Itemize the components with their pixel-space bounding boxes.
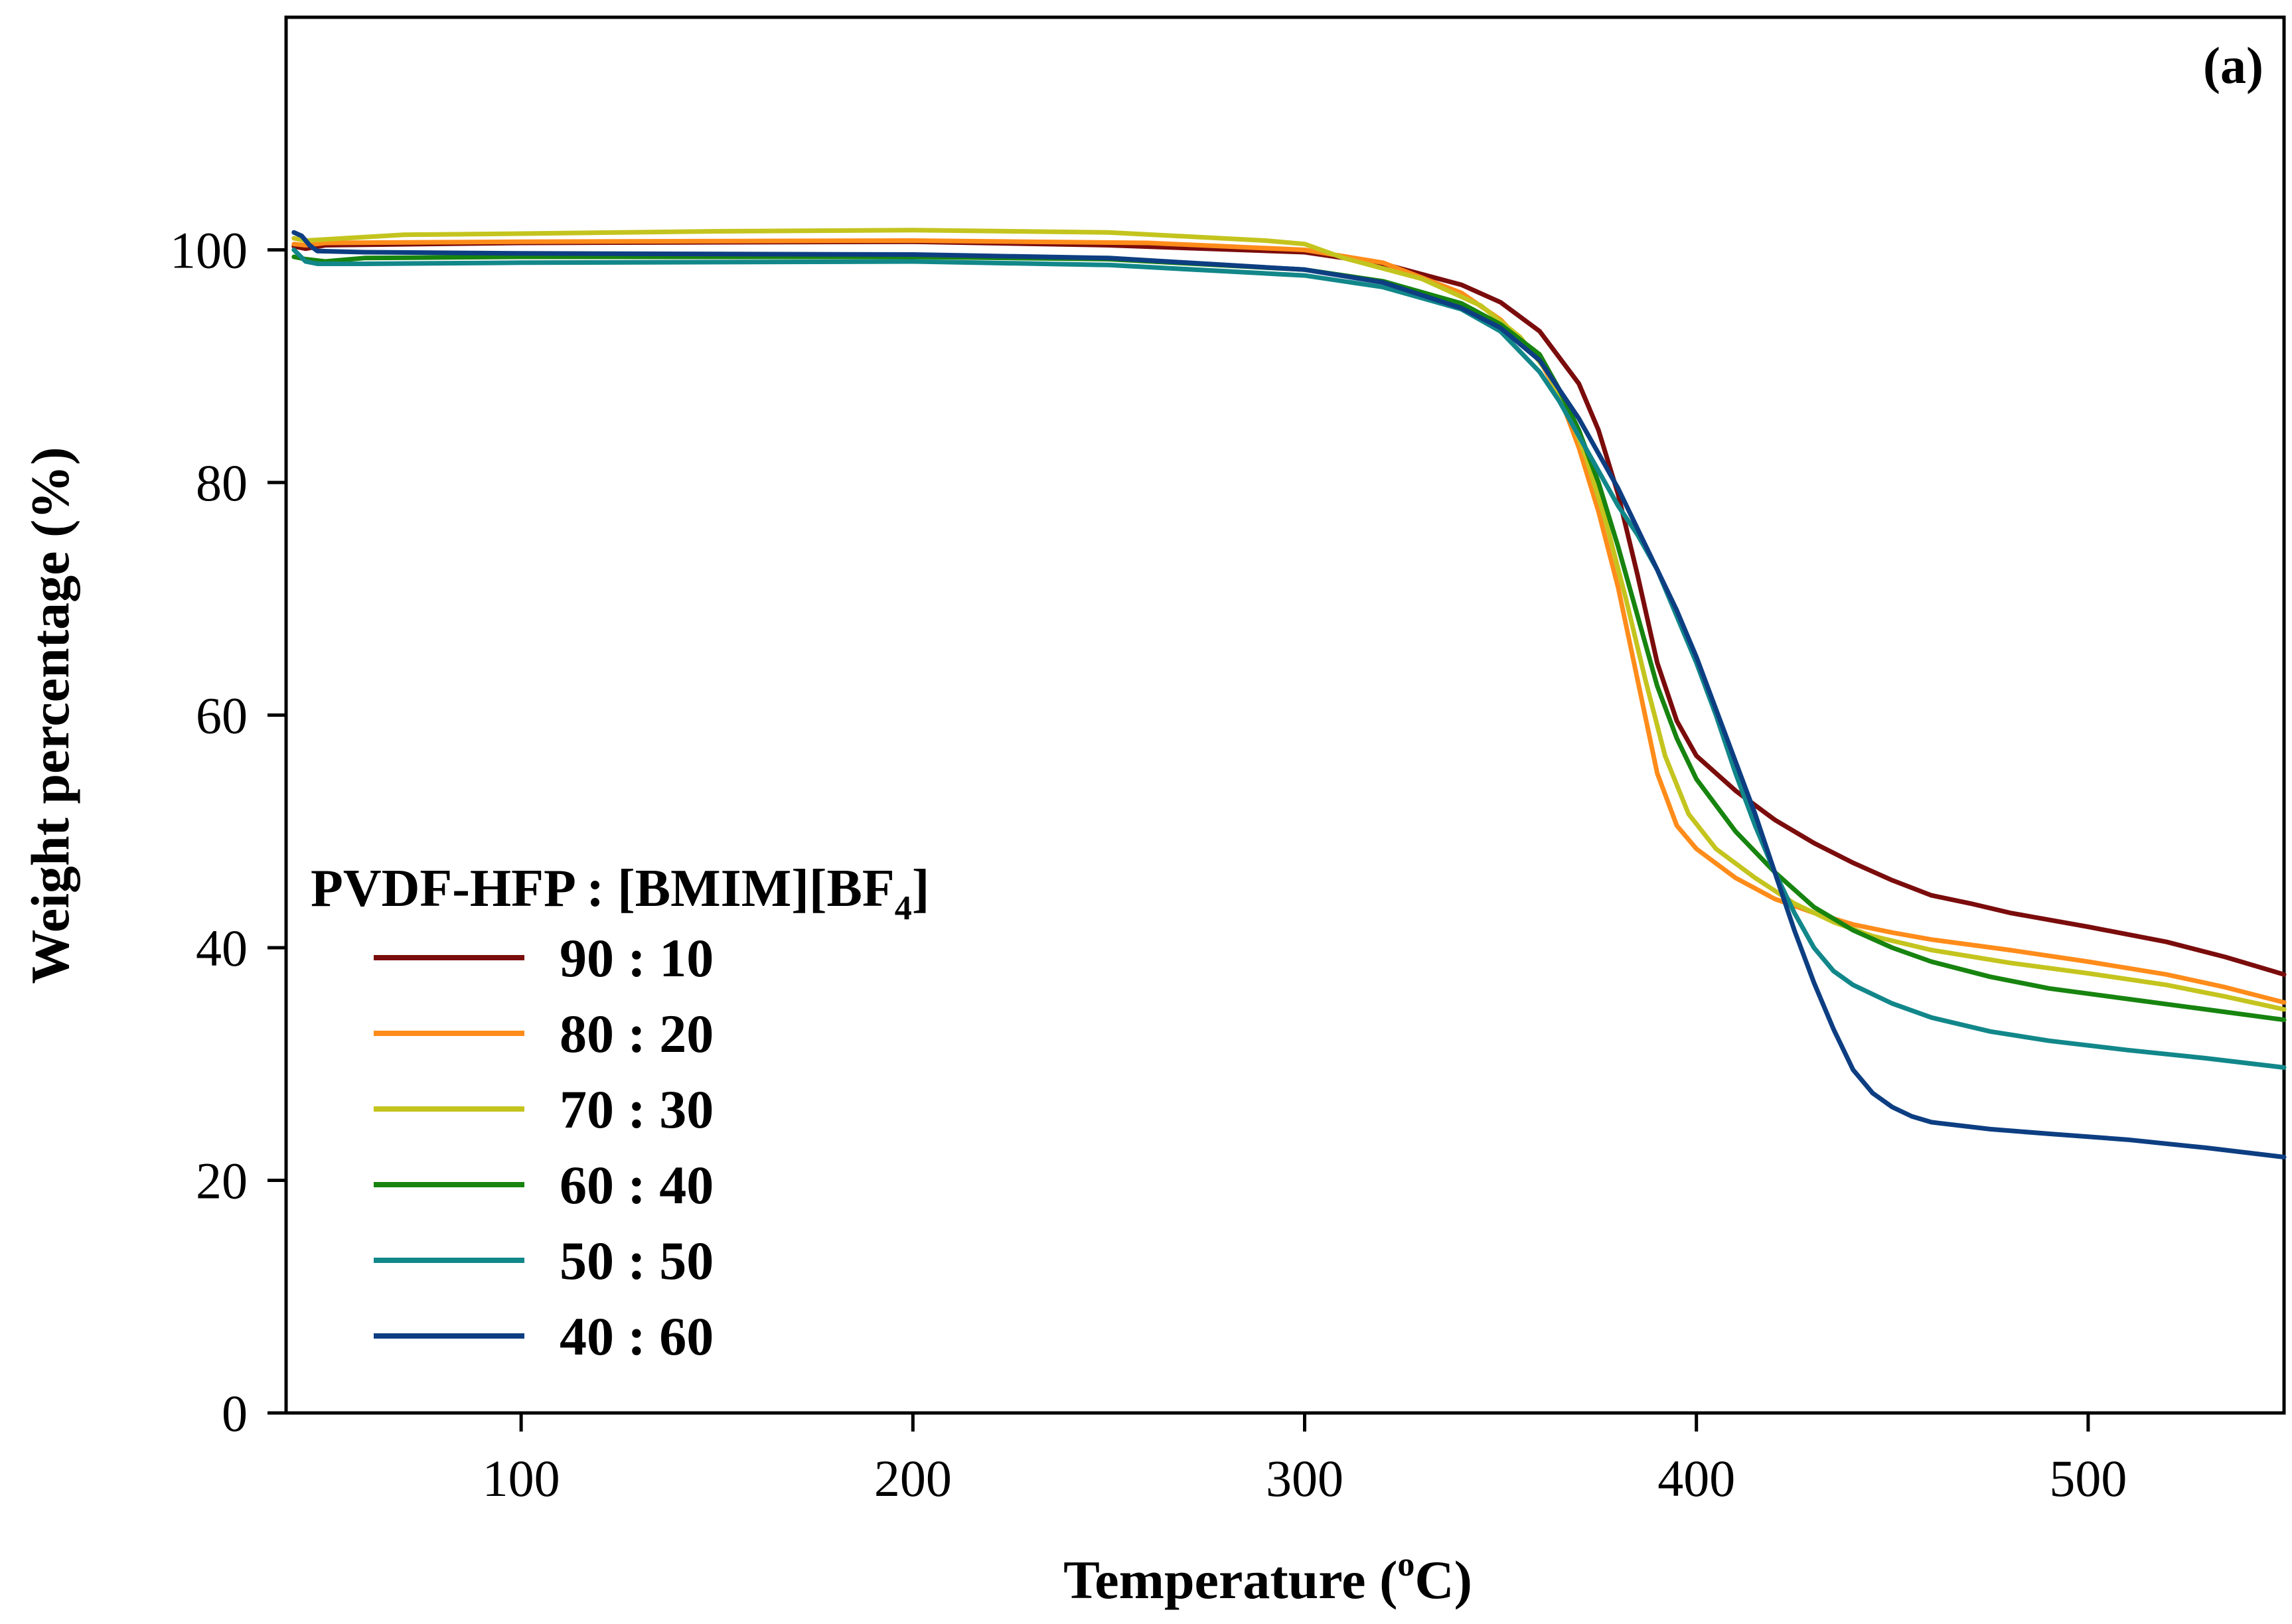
legend-label-4: 60 : 40 [560, 1155, 714, 1215]
legend-title-main: PVDF-HFP : [BMIM][BF [311, 859, 895, 918]
series-line-3 [291, 228, 2287, 1012]
y-tick-label: 100 [170, 222, 248, 279]
y-tick-label: 20 [196, 1152, 248, 1210]
x-axis-title-superscript: o [1397, 1546, 1414, 1584]
series-line-2 [291, 238, 2287, 1005]
y-axis-title: Weight percentage (%) [20, 447, 80, 984]
panel-label: (a) [2203, 37, 2263, 94]
y-tick-label: 60 [196, 687, 248, 745]
legend-title-suffix: ] [912, 859, 930, 918]
series-layer [291, 228, 2287, 1159]
legend-title: PVDF-HFP : [BMIM][BF4] [311, 859, 929, 927]
x-tick-label: 300 [1266, 1449, 1343, 1507]
legend-label-5: 50 : 50 [560, 1230, 714, 1291]
series-line-6 [291, 230, 2287, 1159]
y-tick-label: 0 [222, 1384, 248, 1442]
x-tick-label: 200 [874, 1449, 952, 1507]
y-tick-label: 80 [196, 454, 248, 512]
series-line-1 [291, 239, 2287, 977]
x-axis-title-main: Temperature ( [1063, 1550, 1397, 1610]
legend: 90 : 10 80 : 20 70 : 30 60 : 40 50 : 50 40 : … [374, 928, 714, 1366]
x-tick-label: 400 [1657, 1449, 1735, 1507]
x-tick-label: 100 [483, 1449, 560, 1507]
legend-title-subscript: 4 [895, 889, 912, 927]
axis-ticks: 100 200 300 400 500 0 20 40 60 80 100 [170, 222, 2127, 1508]
legend-label-2: 80 : 20 [560, 1003, 714, 1064]
x-axis-title-unit: C) [1414, 1550, 1472, 1610]
legend-label-6: 40 : 60 [560, 1306, 714, 1366]
x-tick-label: 500 [2049, 1449, 2127, 1507]
legend-label-3: 70 : 30 [560, 1079, 714, 1140]
x-axis-title: Temperature (oC) [1063, 1546, 1472, 1610]
y-tick-label: 40 [196, 919, 248, 977]
legend-label-1: 90 : 10 [560, 928, 714, 988]
